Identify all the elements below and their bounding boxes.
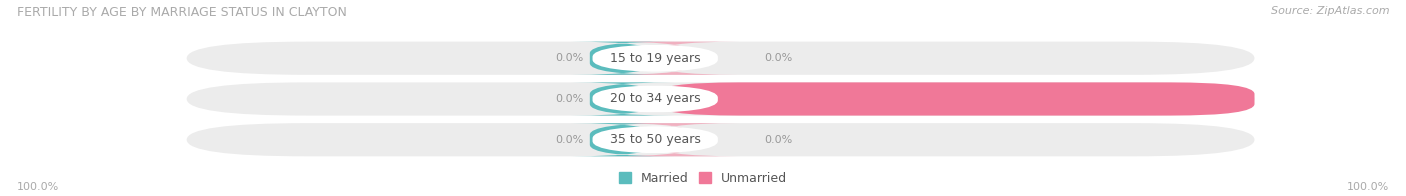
FancyBboxPatch shape: [187, 123, 1254, 156]
Text: 0.0%: 0.0%: [555, 94, 583, 104]
Text: FERTILITY BY AGE BY MARRIAGE STATUS IN CLAYTON: FERTILITY BY AGE BY MARRIAGE STATUS IN C…: [17, 6, 347, 19]
FancyBboxPatch shape: [187, 42, 1254, 75]
Text: 100.0%: 100.0%: [1260, 94, 1302, 104]
Text: 0.0%: 0.0%: [555, 135, 583, 145]
FancyBboxPatch shape: [609, 123, 740, 156]
Text: 100.0%: 100.0%: [1347, 182, 1389, 192]
FancyBboxPatch shape: [571, 42, 673, 75]
FancyBboxPatch shape: [592, 126, 718, 154]
FancyBboxPatch shape: [655, 82, 1254, 116]
FancyBboxPatch shape: [571, 82, 673, 116]
Text: 20 to 34 years: 20 to 34 years: [610, 93, 700, 105]
FancyBboxPatch shape: [571, 123, 673, 156]
FancyBboxPatch shape: [609, 42, 740, 75]
Text: 35 to 50 years: 35 to 50 years: [610, 133, 700, 146]
Text: 100.0%: 100.0%: [17, 182, 59, 192]
FancyBboxPatch shape: [592, 85, 718, 113]
Text: 15 to 19 years: 15 to 19 years: [610, 52, 700, 65]
Legend: Married, Unmarried: Married, Unmarried: [613, 167, 793, 190]
Text: Source: ZipAtlas.com: Source: ZipAtlas.com: [1271, 6, 1389, 16]
Text: 0.0%: 0.0%: [765, 135, 793, 145]
Text: 0.0%: 0.0%: [765, 53, 793, 63]
Text: 0.0%: 0.0%: [555, 53, 583, 63]
FancyBboxPatch shape: [592, 44, 718, 72]
FancyBboxPatch shape: [187, 82, 1254, 116]
